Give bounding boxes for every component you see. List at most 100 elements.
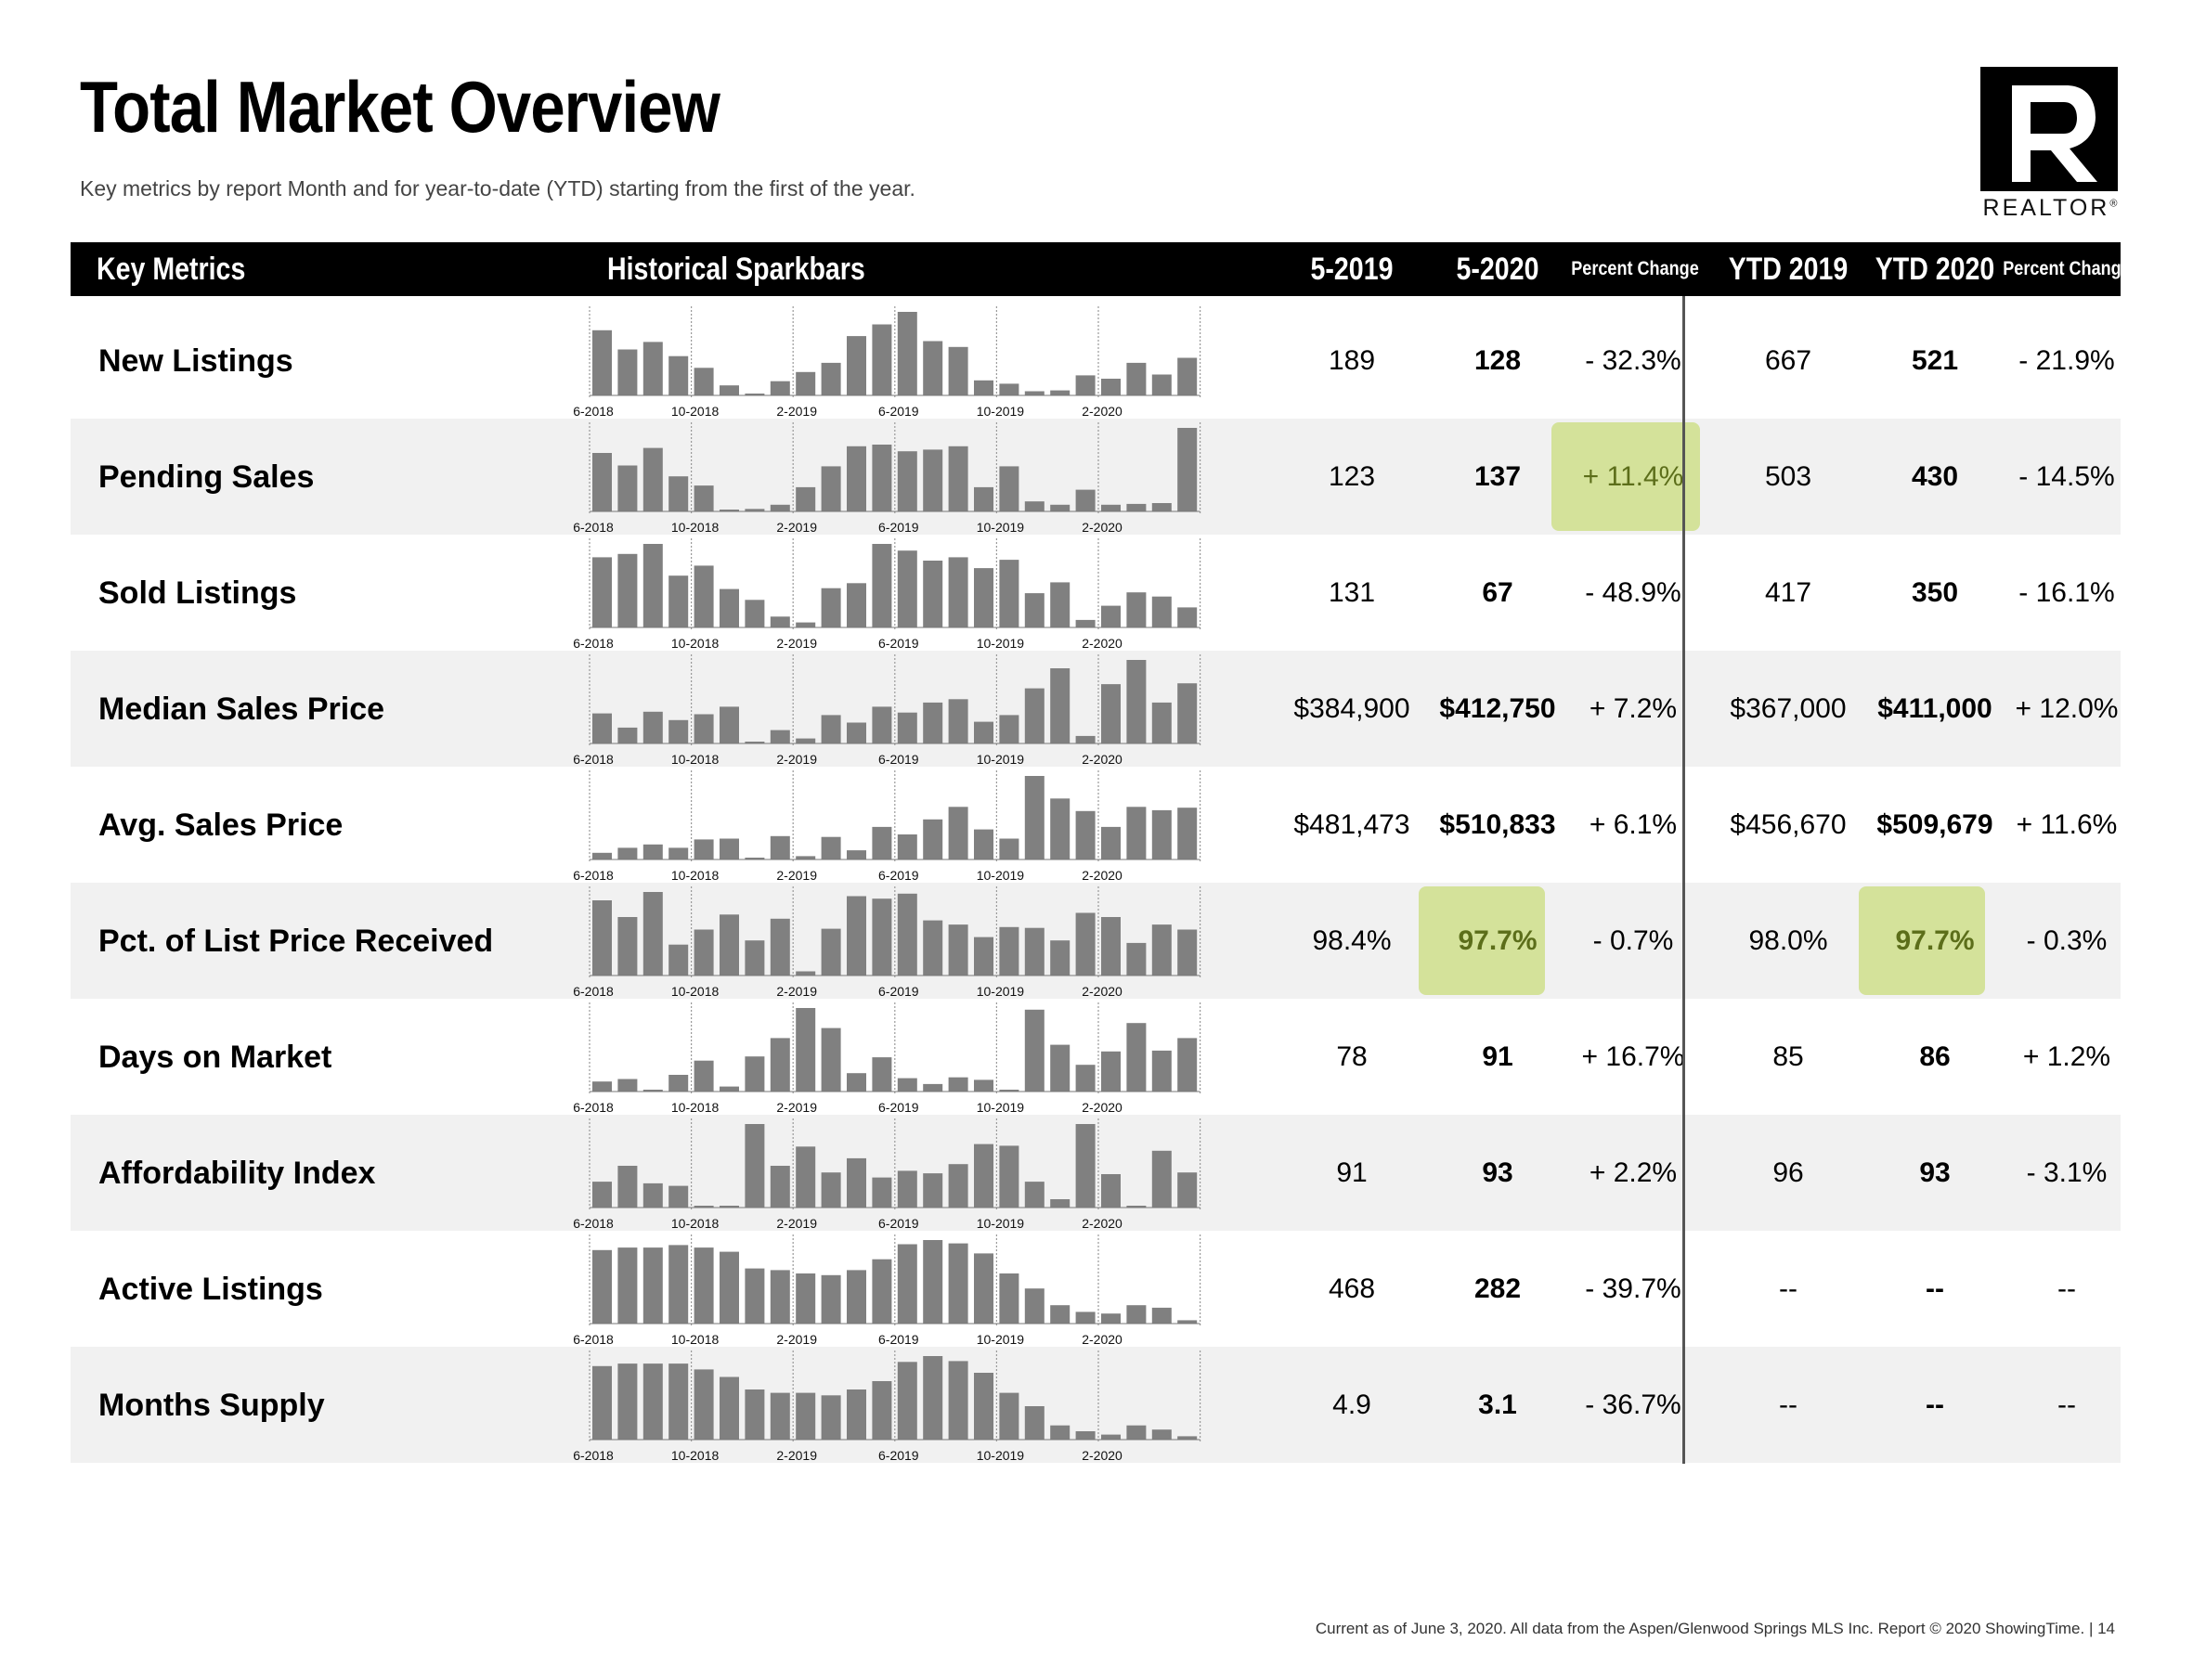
spark-axis-label: 10-2018 [671, 1448, 720, 1463]
spark-axis-label: 6-2018 [573, 868, 614, 883]
spark-bar [1050, 504, 1071, 511]
spark-bar [770, 1270, 790, 1324]
cell-month-curr: 137 [1473, 461, 1522, 492]
spark-axis-label: 10-2019 [977, 1216, 1025, 1231]
sparkbar-chart: 6-2018 10-2018 2-2019 6-2019 10-2019 2-2020 [573, 886, 1201, 999]
spark-bar [872, 898, 892, 976]
spark-bar [821, 1027, 841, 1092]
spark-bar [974, 1144, 993, 1208]
cell-month-curr: 67 [1482, 577, 1513, 608]
spark-bar [1151, 702, 1172, 743]
cell-pct-ytd: + 1.2% [2022, 1041, 2111, 1072]
spark-axis-label: 2-2020 [1082, 1100, 1122, 1115]
spark-bar [796, 738, 816, 743]
spark-bar [897, 451, 917, 511]
spark-axis-label: 10-2018 [671, 1332, 720, 1347]
spark-axis-label: 10-2019 [977, 752, 1025, 767]
spark-bar [1126, 1206, 1147, 1208]
spark-axis-label: 10-2019 [977, 1448, 1025, 1463]
spark-bar [745, 1389, 765, 1440]
spark-bar [1050, 940, 1071, 976]
spark-bar [923, 1240, 943, 1324]
spark-axis-label: 6-2019 [878, 1448, 919, 1463]
spark-bar [720, 1251, 739, 1324]
col-month-curr: 5-2020 [1456, 252, 1539, 287]
spark-bar [1050, 798, 1071, 859]
spark-axis-label: 6-2018 [573, 404, 614, 419]
spark-bar [821, 1172, 841, 1208]
spark-bar [592, 1249, 612, 1324]
spark-axis-label: 6-2019 [878, 868, 919, 883]
spark-bar [897, 1170, 917, 1208]
spark-axis-label: 6-2019 [878, 1216, 919, 1231]
spark-bar [1075, 912, 1096, 976]
spark-bar [1050, 668, 1071, 743]
spark-bar [872, 1259, 892, 1324]
spark-bar [617, 1166, 638, 1208]
sparkbar-chart: 6-2018 10-2018 2-2019 6-2019 10-2019 2-2020 [573, 1118, 1201, 1231]
spark-bar [745, 1056, 765, 1092]
spark-bar [821, 836, 841, 859]
spark-bar [592, 900, 612, 976]
spark-bar [847, 722, 866, 743]
spark-axis-label: 2-2020 [1082, 1332, 1122, 1347]
spark-bar [617, 917, 638, 976]
spark-bar [720, 510, 739, 511]
spark-axis-label: 10-2018 [671, 868, 720, 883]
spark-bar [694, 929, 714, 976]
spark-bar [847, 896, 866, 976]
metric-label: Pct. of List Price Received [98, 924, 494, 959]
sparkbar-chart: 6-2018 10-2018 2-2019 6-2019 10-2019 2-2020 [573, 306, 1201, 419]
spark-bar [1151, 809, 1172, 859]
spark-bar [974, 721, 993, 743]
spark-bar [694, 839, 714, 859]
spark-bar [1050, 1305, 1071, 1324]
spark-bar [1177, 1320, 1198, 1324]
spark-axis-label: 2-2019 [776, 752, 817, 767]
sparkbar-chart: 6-2018 10-2018 2-2019 6-2019 10-2019 2-2020 [573, 538, 1201, 651]
spark-bar [999, 466, 1019, 511]
spark-axis-label: 6-2019 [878, 404, 919, 419]
spark-bar [796, 622, 816, 627]
cell-ytd-prev: $367,000 [1730, 693, 1847, 724]
cell-ytd-curr: 93 [1919, 1157, 1951, 1188]
spark-bar [872, 1177, 892, 1208]
spark-bar [1075, 1065, 1096, 1092]
spark-bar [1126, 503, 1147, 511]
spark-axis-label: 10-2018 [671, 1100, 720, 1115]
spark-bar [1177, 1038, 1198, 1092]
spark-bar [694, 485, 714, 511]
highlight-ytd-curr [1859, 886, 1985, 995]
metric-label: Pending Sales [98, 459, 315, 495]
spark-bar [847, 1157, 866, 1208]
cell-pct-ytd: - 14.5% [2018, 461, 2115, 492]
spark-bar [1151, 924, 1172, 976]
cell-month-curr: 91 [1482, 1041, 1513, 1072]
spark-bar [592, 1182, 612, 1208]
cell-month-prev: 78 [1336, 1041, 1368, 1072]
spark-bar [720, 838, 739, 859]
cell-ytd-prev: 96 [1772, 1157, 1804, 1188]
spark-axis-label: 6-2019 [878, 984, 919, 999]
spark-bar [897, 550, 917, 627]
spark-bar [847, 1270, 866, 1324]
spark-bar [923, 702, 943, 743]
spark-bar [1177, 683, 1198, 743]
spark-bar [1177, 929, 1198, 976]
spark-bar [872, 544, 892, 627]
table-row: Pct. of List Price Received 98.4% 97.7% - 0… [71, 883, 2121, 999]
spark-bar [668, 847, 689, 859]
cell-ytd-prev: 85 [1772, 1041, 1804, 1072]
spark-bar [872, 445, 892, 511]
spark-bar [948, 1243, 968, 1324]
spark-bar [1024, 1288, 1045, 1324]
col-pct-change-month: Percent Change [1571, 258, 1699, 279]
footer-note: Current as of June 3, 2020. All data fro… [1315, 1620, 2115, 1637]
spark-bar [948, 1361, 968, 1440]
col-sparkbars: Historical Sparkbars [607, 252, 865, 287]
spark-bar [948, 557, 968, 627]
spark-bar [694, 368, 714, 395]
spark-bar [642, 711, 663, 743]
cell-month-prev: 4.9 [1332, 1389, 1371, 1420]
spark-bar [1075, 375, 1096, 395]
